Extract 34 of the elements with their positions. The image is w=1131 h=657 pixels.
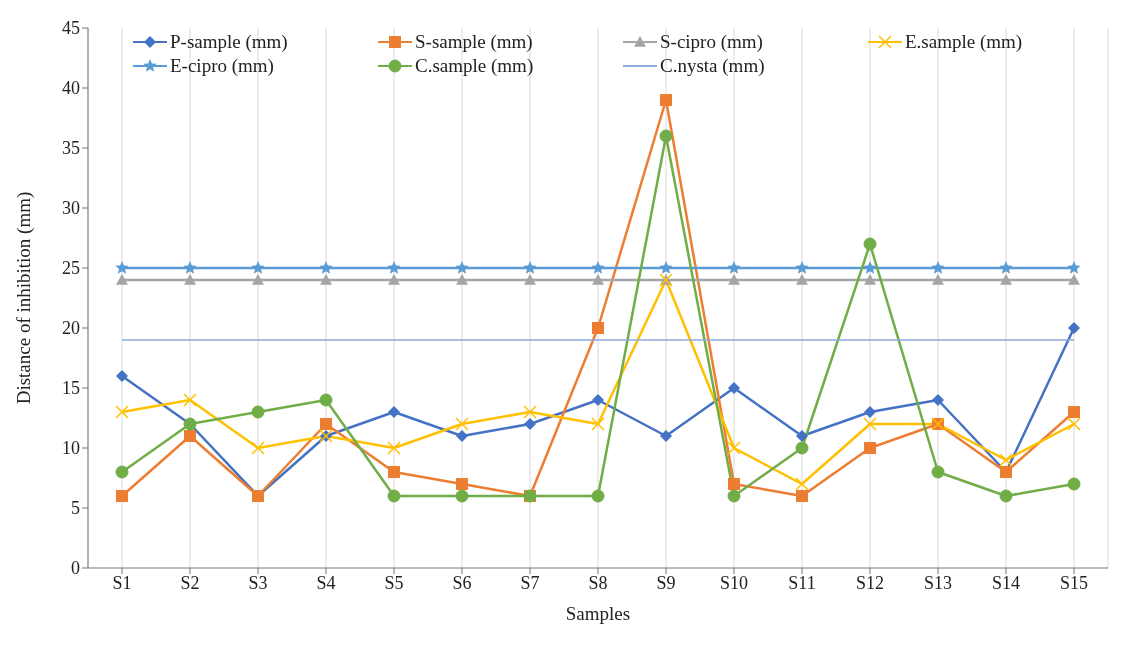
x-tick-label: S12 bbox=[855, 572, 885, 593]
y-tick-label: 10 bbox=[62, 438, 80, 459]
y-tick-label: 25 bbox=[62, 258, 80, 279]
y-tick-label: 15 bbox=[62, 378, 80, 399]
legend-label: C.nysta (mm) bbox=[660, 54, 765, 78]
y-tick-label: 20 bbox=[62, 318, 80, 339]
x-tick-label: S3 bbox=[248, 572, 268, 593]
legend-label: E-cipro (mm) bbox=[170, 54, 274, 78]
x-tick-label: S5 bbox=[384, 572, 404, 593]
legend-label: S-cipro (mm) bbox=[660, 30, 763, 54]
legend-label: S-sample (mm) bbox=[415, 30, 533, 54]
y-tick-label: 45 bbox=[62, 18, 80, 39]
y-tick-label: 0 bbox=[71, 558, 80, 579]
legend-label: E.sample (mm) bbox=[905, 30, 1023, 54]
x-axis-title: Samples bbox=[565, 603, 631, 624]
y-tick-label: 5 bbox=[71, 498, 80, 519]
x-tick-label: S1 bbox=[112, 572, 132, 593]
x-tick-label: S8 bbox=[588, 572, 608, 593]
x-tick-label: S13 bbox=[923, 572, 953, 593]
x-tick-label: S14 bbox=[991, 572, 1021, 593]
y-tick-label: 35 bbox=[62, 138, 80, 159]
x-tick-label: S2 bbox=[180, 572, 200, 593]
x-tick-label: S9 bbox=[656, 572, 676, 593]
x-tick-label: S11 bbox=[788, 572, 816, 593]
x-tick-label: S6 bbox=[452, 572, 472, 593]
y-tick-label: 30 bbox=[62, 198, 80, 219]
x-tick-label: S10 bbox=[719, 572, 749, 593]
y-axis-title: Distance of inhibition (mm) bbox=[12, 191, 35, 405]
x-tick-label: S4 bbox=[316, 572, 336, 593]
y-tick-label: 40 bbox=[62, 78, 80, 99]
legend-label: C.sample (mm) bbox=[415, 54, 534, 78]
legend-label: P-sample (mm) bbox=[170, 30, 288, 54]
x-tick-label: S7 bbox=[520, 572, 540, 593]
x-tick-label: S15 bbox=[1059, 572, 1089, 593]
